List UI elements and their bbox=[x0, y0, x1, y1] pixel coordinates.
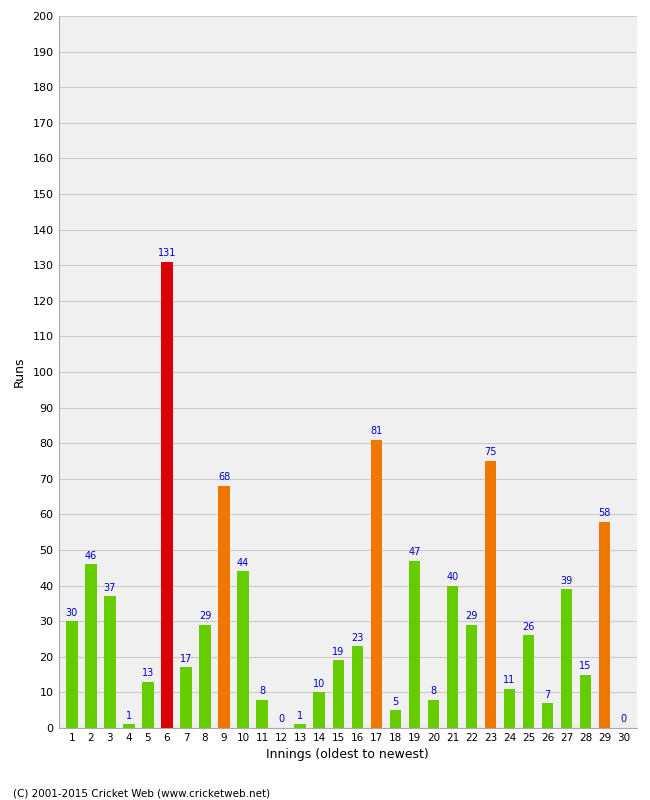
Bar bbox=[389, 710, 401, 728]
Text: 44: 44 bbox=[237, 558, 249, 568]
Text: 8: 8 bbox=[259, 686, 265, 696]
Bar bbox=[599, 522, 610, 728]
Text: 75: 75 bbox=[484, 447, 497, 458]
Bar bbox=[523, 635, 534, 728]
Text: 40: 40 bbox=[447, 572, 458, 582]
Text: (C) 2001-2015 Cricket Web (www.cricketweb.net): (C) 2001-2015 Cricket Web (www.cricketwe… bbox=[13, 788, 270, 798]
X-axis label: Innings (oldest to newest): Innings (oldest to newest) bbox=[266, 749, 429, 762]
Bar bbox=[237, 571, 249, 728]
Bar bbox=[352, 646, 363, 728]
Text: 13: 13 bbox=[142, 668, 154, 678]
Bar bbox=[104, 596, 116, 728]
Text: 47: 47 bbox=[408, 547, 421, 557]
Text: 7: 7 bbox=[545, 690, 551, 699]
Text: 131: 131 bbox=[158, 248, 176, 258]
Bar bbox=[447, 586, 458, 728]
Text: 11: 11 bbox=[503, 675, 515, 686]
Text: 68: 68 bbox=[218, 472, 230, 482]
Text: 29: 29 bbox=[465, 611, 478, 622]
Text: 1: 1 bbox=[126, 711, 132, 721]
Bar bbox=[85, 564, 97, 728]
Text: 10: 10 bbox=[313, 679, 326, 689]
Bar bbox=[124, 725, 135, 728]
Bar bbox=[218, 486, 229, 728]
Text: 46: 46 bbox=[84, 550, 97, 561]
Text: 0: 0 bbox=[278, 714, 284, 725]
Text: 58: 58 bbox=[599, 508, 611, 518]
Y-axis label: Runs: Runs bbox=[12, 357, 25, 387]
Text: 8: 8 bbox=[430, 686, 436, 696]
Text: 39: 39 bbox=[560, 576, 573, 586]
Bar bbox=[580, 674, 592, 728]
Bar bbox=[504, 689, 515, 728]
Text: 19: 19 bbox=[332, 646, 345, 657]
Bar bbox=[142, 682, 153, 728]
Bar bbox=[313, 693, 325, 728]
Bar bbox=[333, 660, 344, 728]
Bar bbox=[561, 589, 572, 728]
Bar bbox=[200, 625, 211, 728]
Text: 29: 29 bbox=[199, 611, 211, 622]
Text: 17: 17 bbox=[180, 654, 192, 664]
Bar bbox=[161, 262, 173, 728]
Bar bbox=[485, 461, 496, 728]
Text: 37: 37 bbox=[104, 582, 116, 593]
Text: 15: 15 bbox=[579, 661, 592, 671]
Bar bbox=[428, 699, 439, 728]
Text: 30: 30 bbox=[66, 608, 78, 618]
Bar bbox=[294, 725, 306, 728]
Bar bbox=[180, 667, 192, 728]
Bar bbox=[409, 561, 420, 728]
Bar bbox=[66, 622, 77, 728]
Text: 0: 0 bbox=[621, 714, 627, 725]
Text: 23: 23 bbox=[351, 633, 363, 642]
Text: 1: 1 bbox=[297, 711, 304, 721]
Bar bbox=[370, 440, 382, 728]
Bar bbox=[256, 699, 268, 728]
Bar bbox=[466, 625, 477, 728]
Bar bbox=[542, 703, 553, 728]
Text: 81: 81 bbox=[370, 426, 382, 436]
Text: 26: 26 bbox=[523, 622, 535, 632]
Text: 5: 5 bbox=[392, 697, 398, 706]
